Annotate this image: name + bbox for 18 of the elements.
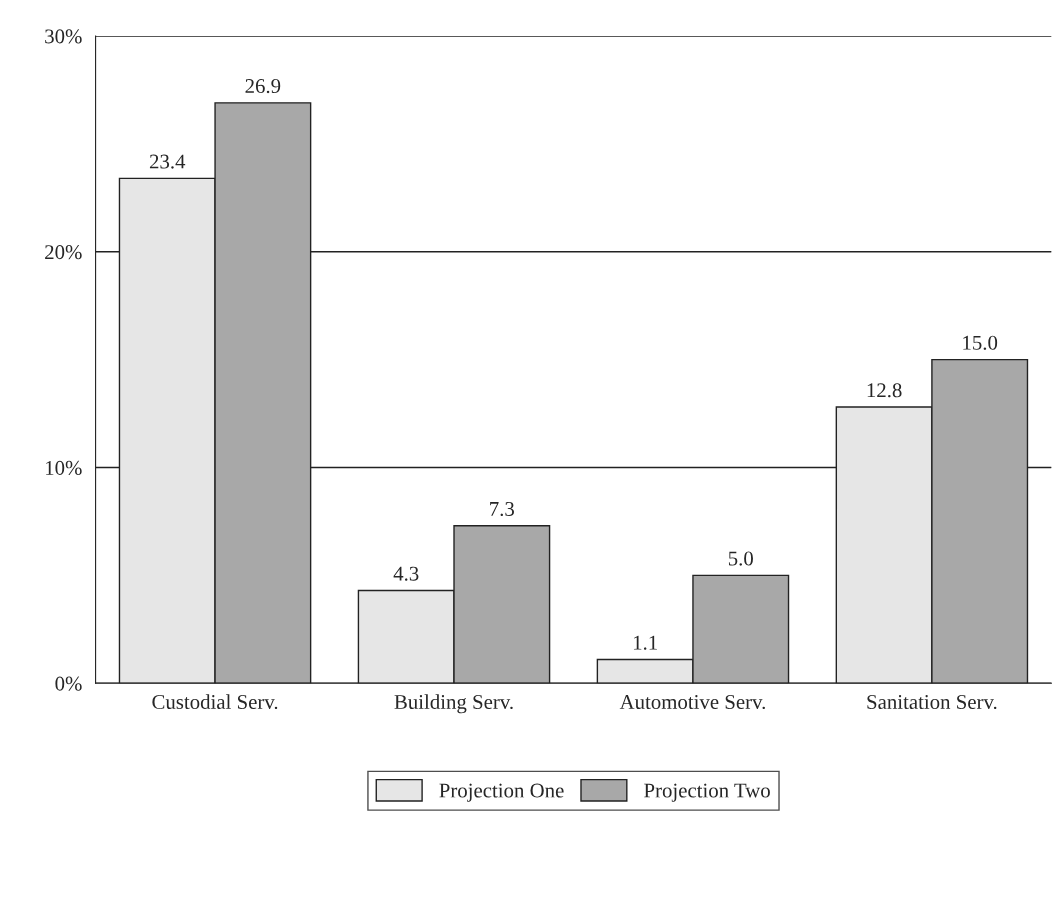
data-label: 5.0 bbox=[728, 551, 753, 566]
data-label: 23.4 bbox=[149, 154, 186, 169]
data-label: 15.0 bbox=[963, 335, 998, 350]
y-tick-label: 0% bbox=[55, 676, 82, 691]
data-label: 26.9 bbox=[245, 79, 281, 94]
data-label: 1.1 bbox=[633, 635, 657, 650]
x-tick-label: Sanitation Serv. bbox=[867, 695, 997, 710]
x-tick-label: Automotive Serv. bbox=[619, 695, 765, 710]
data-label: 12.8 bbox=[867, 383, 902, 398]
y-tick-label: 20% bbox=[45, 245, 82, 260]
data-label: 4.3 bbox=[393, 566, 419, 581]
x-tick-label: Custodial Serv. bbox=[152, 694, 278, 710]
legend-label: Projection Two bbox=[644, 783, 770, 802]
legend-label: Projection One bbox=[439, 783, 564, 802]
data-label: 7.3 bbox=[490, 501, 514, 517]
y-tick-label: 10% bbox=[46, 460, 82, 475]
x-tick-label: Building Serv. bbox=[394, 694, 513, 714]
y-tick-label: 30% bbox=[45, 29, 82, 44]
